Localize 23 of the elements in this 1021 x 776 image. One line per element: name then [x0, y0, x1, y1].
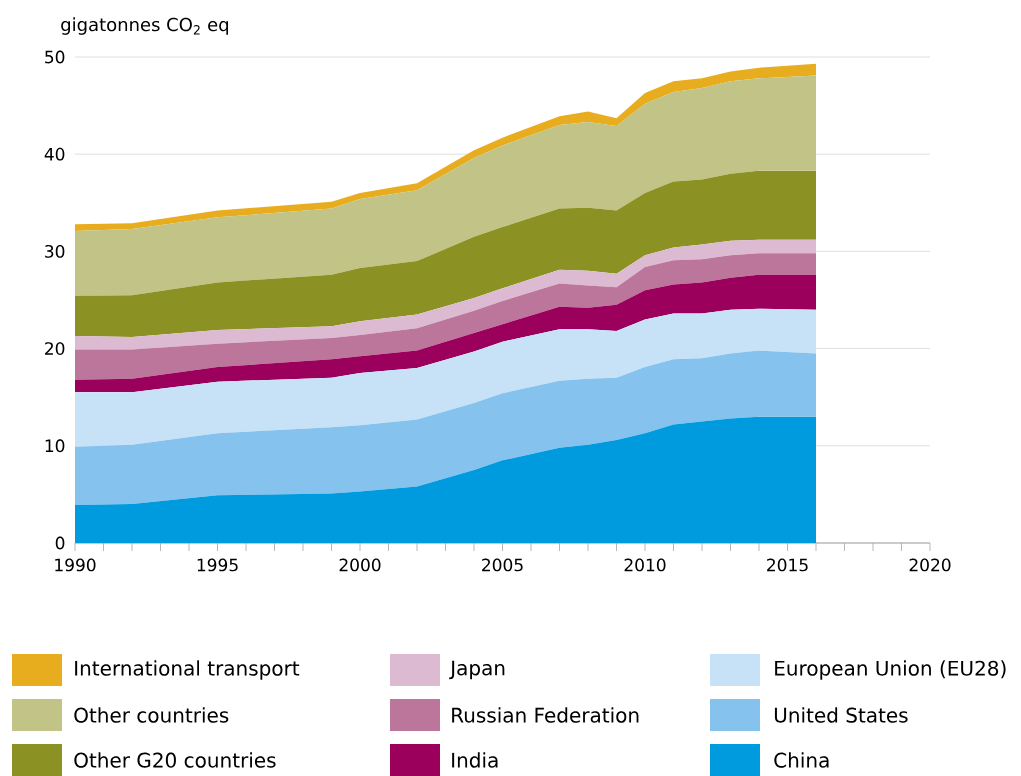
- y-tick-label: 30: [45, 244, 65, 258]
- y-tick-label: 40: [44, 147, 65, 161]
- legend-label: China: [774, 752, 829, 768]
- legend-label: Other countries: [74, 707, 229, 723]
- x-tick-label: 1995: [197, 558, 238, 572]
- legend-label: International transport: [75, 660, 300, 680]
- x-tick-label: 2010: [624, 558, 666, 572]
- legend-label: India: [452, 752, 498, 768]
- legend-label: United States: [774, 707, 908, 723]
- legend-label: Japan: [449, 660, 505, 680]
- x-tick-label: 2005: [482, 558, 523, 572]
- y-tick-label: 10: [45, 439, 65, 453]
- x-tick-label: 1990: [55, 558, 96, 572]
- legend-label: European Union (EU28): [775, 660, 1006, 680]
- y-tick-label: 50: [45, 50, 65, 64]
- y-axis-title: gigatonnes CO$_{2}$ eq: [61, 17, 228, 35]
- x-tick-label: 2015: [767, 558, 808, 572]
- legend-label: Other G20 countries: [74, 752, 276, 768]
- legend-label: Russian Federation: [452, 707, 639, 723]
- x-tick-label: 2000: [339, 558, 381, 572]
- y-tick-label: 0: [55, 536, 65, 550]
- y-tick-label: 20: [45, 342, 65, 356]
- x-tick-label: 2020: [909, 558, 951, 572]
